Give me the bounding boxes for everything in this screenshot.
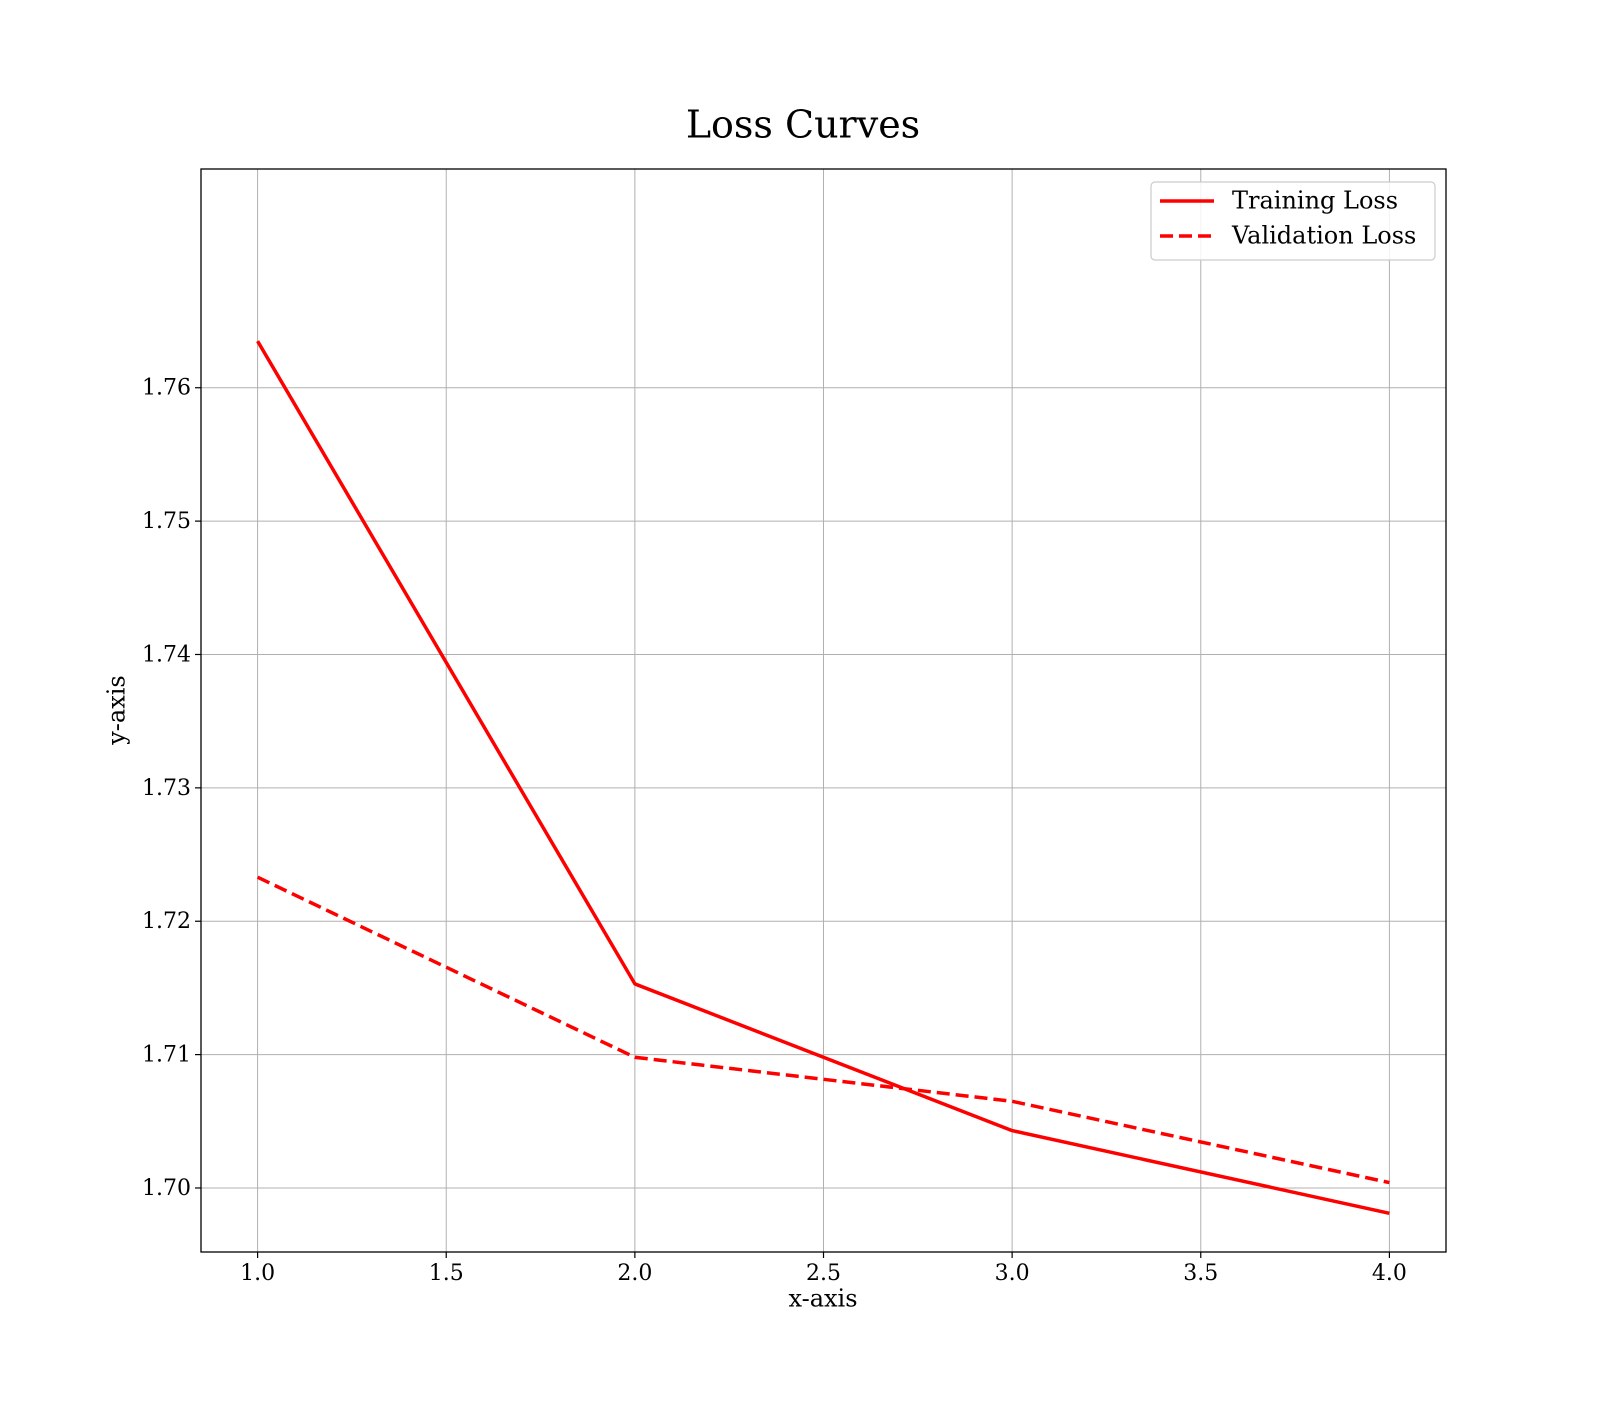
y-tick-label: 1.75 <box>142 509 191 534</box>
y-axis-label: y-axis <box>103 675 131 746</box>
y-tick-label: 1.72 <box>142 909 191 934</box>
y-tick-label: 1.73 <box>142 776 191 801</box>
series-line-training-loss <box>256 340 1390 1216</box>
y-axis-ticks: 1.70 1.71 1.72 1.73 1.74 1.75 1.76 <box>142 376 201 1201</box>
x-tick-label: 1.5 <box>429 1261 464 1286</box>
legend: Training Loss Validation Loss <box>1150 181 1436 261</box>
x-axis-ticks: 1.0 1.5 2.0 2.5 3.0 3.5 4.0 <box>240 1252 1407 1286</box>
series-line-validation-loss <box>256 875 1390 1185</box>
legend-label-validation-loss: Validation Loss <box>1231 222 1416 250</box>
y-tick-label: 1.71 <box>142 1043 191 1068</box>
x-axis-label: x-axis <box>788 1285 857 1313</box>
y-tick-label: 1.74 <box>142 642 191 667</box>
series-lines <box>256 340 1390 1216</box>
x-tick-label: 1.0 <box>240 1261 275 1286</box>
legend-box <box>1150 181 1436 261</box>
grid-lines <box>201 169 1446 1252</box>
x-tick-label: 2.0 <box>617 1261 652 1286</box>
x-tick-label: 4.0 <box>1372 1261 1407 1286</box>
legend-label-training-loss: Training Loss <box>1232 187 1398 215</box>
chart-title: Loss Curves <box>686 103 920 147</box>
y-tick-label: 1.76 <box>142 376 191 401</box>
y-tick-label: 1.70 <box>142 1176 191 1201</box>
x-tick-label: 3.5 <box>1183 1261 1218 1286</box>
x-tick-label: 3.0 <box>995 1261 1030 1286</box>
x-tick-label: 2.5 <box>806 1261 841 1286</box>
